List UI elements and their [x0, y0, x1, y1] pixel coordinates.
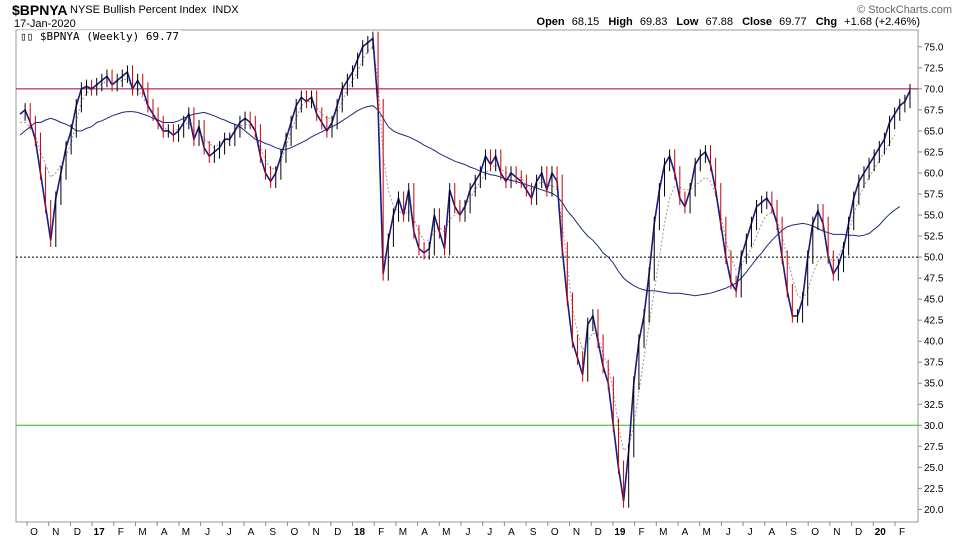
- x-tick-label: N: [833, 527, 840, 538]
- y-tick-label: 75.0: [924, 42, 944, 53]
- x-tick-label: 19: [614, 527, 626, 538]
- x-tick-label: S: [530, 527, 537, 538]
- x-tick-label: J: [487, 527, 492, 538]
- x-tick-label: D: [74, 527, 81, 538]
- ohlc-readout: Open 68.15 High 69.83 Low 67.88 Close 69…: [537, 16, 920, 28]
- y-tick-label: 70.0: [924, 84, 944, 95]
- high-label: High: [608, 16, 633, 28]
- x-tick-label: D: [334, 527, 341, 538]
- x-tick-label: J: [466, 527, 471, 538]
- y-axis: 20.0 22.5 25.0 27.5 30.0 32.5 35.0 37.5 40.0 42.5…: [918, 42, 944, 516]
- high-value: 69.83: [639, 16, 668, 28]
- y-tick-label: 47.5: [924, 274, 944, 285]
- x-tick-label: J: [227, 527, 232, 538]
- x-tick-label: M: [442, 527, 450, 538]
- y-tick-label: 57.5: [924, 190, 944, 201]
- x-tick-label: M: [659, 527, 667, 538]
- x-tick-label: O: [811, 527, 819, 538]
- y-tick-label: 32.5: [924, 400, 944, 411]
- low-value: 67.88: [705, 16, 734, 28]
- x-tick-label: N: [312, 527, 319, 538]
- y-tick-label: 20.0: [924, 505, 944, 516]
- x-tick-label: 17: [94, 527, 106, 538]
- x-tick-label: 18: [354, 527, 366, 538]
- x-tick-label: J: [205, 527, 210, 538]
- x-tick-label: A: [508, 527, 515, 538]
- x-tick-label: F: [118, 527, 124, 538]
- y-tick-label: 65.0: [924, 126, 944, 137]
- x-tick-label: O: [291, 527, 299, 538]
- x-tick-label: M: [182, 527, 190, 538]
- chg-label: Chg: [815, 16, 838, 28]
- y-tick-label: 22.5: [924, 484, 944, 495]
- price-line: [19, 36, 911, 502]
- x-tick-label: O: [551, 527, 559, 538]
- x-tick-label: F: [639, 527, 645, 538]
- short-average-line: [20, 45, 896, 452]
- y-tick-label: 67.5: [924, 105, 944, 116]
- open-label: Open: [536, 16, 565, 28]
- x-tick-label: D: [855, 527, 862, 538]
- chart-date: 17-Jan-2020: [14, 18, 76, 30]
- x-tick-label: J: [748, 527, 753, 538]
- index-name: NYSE Bullish Percent Index INDX: [70, 4, 239, 16]
- x-tick-label: S: [269, 527, 276, 538]
- x-tick-label: M: [703, 527, 711, 538]
- x-tick-label: M: [399, 527, 407, 538]
- y-tick-label: 60.0: [924, 168, 944, 179]
- x-tick-label: S: [790, 527, 797, 538]
- x-tick-label: A: [248, 527, 255, 538]
- legend-text: $BPNYA (Weekly) 69.77: [39, 30, 179, 43]
- long-average-line: [19, 105, 901, 297]
- reference-lines: [16, 88, 918, 426]
- x-tick-label: A: [768, 527, 775, 538]
- y-tick-label: 37.5: [924, 358, 944, 369]
- exchange-label: INDX: [212, 4, 239, 16]
- credit-text[interactable]: © StockCharts.com: [857, 4, 952, 16]
- y-tick-label: 45.0: [924, 295, 944, 306]
- plot-frame: [15, 29, 919, 523]
- y-tick-label: 52.5: [924, 232, 944, 243]
- x-tick-label: M: [138, 527, 146, 538]
- y-tick-label: 42.5: [924, 316, 944, 327]
- y-tick-label: 72.5: [924, 63, 944, 74]
- x-tick-label: 20: [875, 527, 887, 538]
- x-axis: O N D 17 F M A M J J A S O N D 18 F M A M J J A S O N D 19 F M A M J J A S O…: [26, 522, 905, 538]
- y-tick-label: 35.0: [924, 379, 944, 390]
- close-label: Close: [742, 16, 773, 28]
- series-layer: [19, 31, 911, 508]
- x-tick-label: A: [161, 527, 168, 538]
- x-tick-label: A: [682, 527, 689, 538]
- x-tick-label: N: [573, 527, 580, 538]
- x-tick-label: F: [899, 527, 905, 538]
- x-tick-label: N: [52, 527, 59, 538]
- chg-value: +1.68 (+2.46%): [844, 16, 920, 28]
- symbol-title: $BPNYA: [12, 2, 68, 18]
- x-tick-label: O: [30, 527, 38, 538]
- y-tick-label: 25.0: [924, 463, 944, 474]
- x-tick-label: D: [595, 527, 602, 538]
- x-tick-label: F: [378, 527, 384, 538]
- x-tick-label: A: [421, 527, 428, 538]
- y-tick-label: 50.0: [924, 253, 944, 264]
- x-tick-label: J: [726, 527, 731, 538]
- index-name-text: NYSE Bullish Percent Index: [70, 4, 207, 16]
- y-tick-label: 40.0: [924, 337, 944, 348]
- y-tick-label: 27.5: [924, 442, 944, 453]
- close-value: 69.77: [779, 16, 807, 28]
- y-tick-label: 30.0: [924, 421, 944, 432]
- low-label: Low: [676, 16, 699, 28]
- y-tick-label: 55.0: [924, 211, 944, 222]
- legend: ▯▯ $BPNYA (Weekly) 69.77: [18, 30, 181, 43]
- open-value: 68.15: [571, 16, 600, 28]
- y-tick-label: 62.5: [924, 147, 944, 158]
- legend-icon: ▯▯: [20, 30, 40, 43]
